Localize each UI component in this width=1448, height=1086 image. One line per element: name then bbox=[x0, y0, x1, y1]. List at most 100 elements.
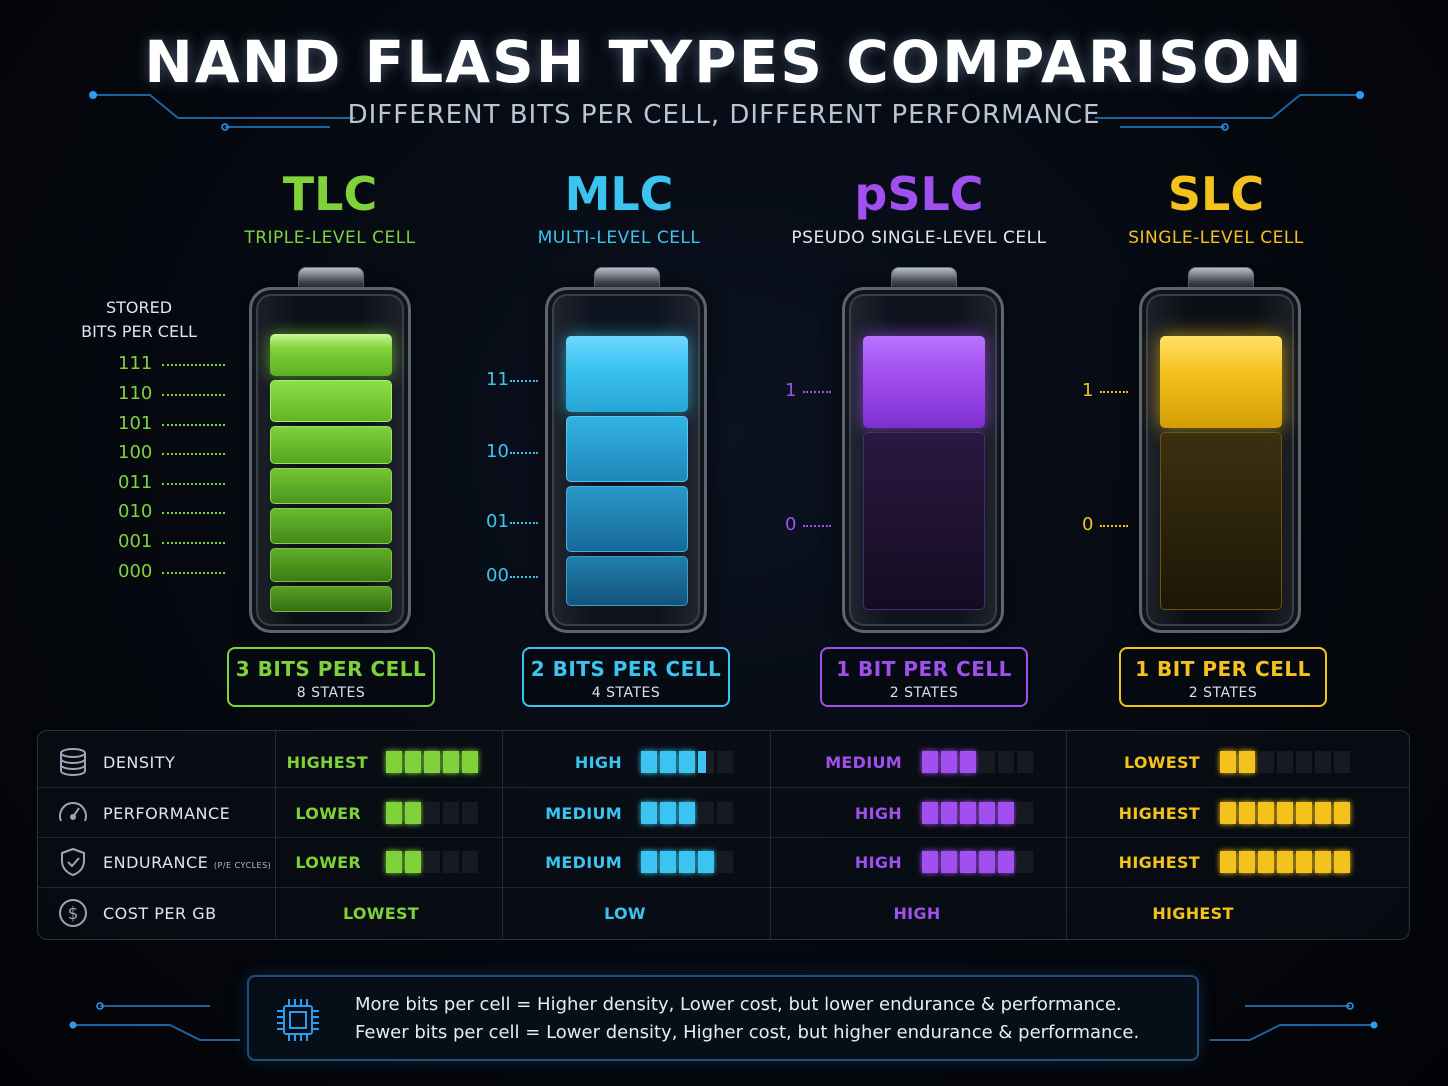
level-dots bbox=[162, 424, 225, 426]
level-dots bbox=[510, 452, 538, 454]
rating-bar-segment bbox=[1017, 802, 1033, 824]
rating-bars bbox=[641, 802, 736, 824]
note-line-2: Fewer bits per cell = Lower density, Hig… bbox=[355, 1022, 1140, 1043]
rating-bar-segment bbox=[679, 802, 695, 824]
tlc-performance-value: LOWER bbox=[295, 804, 361, 823]
tlc-level-label: 001 bbox=[118, 531, 153, 552]
tlc-level-label: 010 bbox=[118, 501, 153, 522]
rating-bars bbox=[1220, 751, 1353, 773]
level-dots bbox=[1100, 525, 1128, 527]
slc-level-label: 0 bbox=[1082, 514, 1094, 535]
rating-bar-segment bbox=[960, 802, 976, 824]
mlc-level-label: 01 bbox=[486, 511, 509, 532]
rating-bar-segment bbox=[405, 751, 421, 773]
rating-bar-segment bbox=[979, 851, 995, 873]
rating-bar-segment bbox=[462, 751, 478, 773]
tlc-bits-box: 3 BITS PER CELL 8 STATES bbox=[227, 647, 435, 707]
rating-bar-segment bbox=[1315, 751, 1331, 773]
mlc-bits-per-cell: 2 BITS PER CELL bbox=[530, 657, 722, 681]
rating-bar-segment bbox=[1258, 751, 1274, 773]
pslc-header: pSLC PSEUDO SINGLE-LEVEL CELL bbox=[759, 166, 1079, 248]
pslc-density-value: MEDIUM bbox=[825, 753, 902, 772]
rating-bar-segment bbox=[405, 802, 421, 824]
rating-bar-segment bbox=[1315, 802, 1331, 824]
rating-bar-segment bbox=[679, 851, 695, 873]
pslc-cell-segment bbox=[863, 336, 985, 428]
slc-battery bbox=[1139, 287, 1301, 633]
slc-bits-box: 1 BIT PER CELL 2 STATES bbox=[1119, 647, 1327, 707]
tlc-level-label: 110 bbox=[118, 383, 153, 404]
summary-note: More bits per cell = Higher density, Low… bbox=[247, 975, 1199, 1061]
rating-bars bbox=[922, 751, 1036, 773]
tlc-cell-segment bbox=[270, 334, 392, 376]
rating-bar-segment bbox=[998, 851, 1014, 873]
rating-bar-segment bbox=[641, 751, 657, 773]
rating-bar-segment bbox=[698, 802, 714, 824]
page-title: NAND FLASH TYPES COMPARISON bbox=[144, 28, 1304, 96]
rating-bar-segment bbox=[922, 802, 938, 824]
rating-bars bbox=[1220, 802, 1353, 824]
table-divider bbox=[275, 730, 276, 940]
level-dots bbox=[162, 453, 225, 455]
mlc-level-label: 10 bbox=[486, 441, 509, 462]
tlc-cell-segment bbox=[270, 426, 392, 464]
rating-bars bbox=[1220, 851, 1353, 873]
slc-endurance-value: HIGHEST bbox=[1118, 853, 1200, 872]
pslc-cost-value: HIGH bbox=[893, 904, 941, 923]
table-divider bbox=[38, 837, 1409, 838]
rating-bars bbox=[386, 802, 481, 824]
chip-icon bbox=[277, 999, 319, 1041]
rating-bar-segment bbox=[424, 751, 440, 773]
pslc-bits-per-cell: 1 BIT PER CELL bbox=[836, 657, 1012, 681]
rating-bar-segment bbox=[1239, 802, 1255, 824]
tlc-cell-segment bbox=[270, 468, 392, 504]
rating-bar-segment bbox=[960, 751, 976, 773]
speedometer-icon bbox=[59, 802, 87, 822]
stored-bits-label: STORED BITS PER CELL bbox=[81, 298, 197, 341]
rating-bar-segment bbox=[641, 851, 657, 873]
tlc-bits-per-cell: 3 BITS PER CELL bbox=[235, 657, 427, 681]
mlc-full-name: MULTI-LEVEL CELL bbox=[537, 228, 701, 248]
mlc-level-label: 11 bbox=[486, 369, 509, 390]
rating-bar-segment bbox=[1220, 802, 1236, 824]
rating-bar-segment bbox=[1277, 851, 1293, 873]
rating-bar-segment bbox=[698, 851, 714, 873]
tlc-cell-segment bbox=[270, 508, 392, 544]
rating-bar-segment bbox=[443, 802, 459, 824]
pslc-battery bbox=[842, 287, 1004, 633]
slc-density-value: LOWEST bbox=[1123, 753, 1200, 772]
rating-bar-segment bbox=[443, 751, 459, 773]
tlc-level-label: 011 bbox=[118, 472, 153, 493]
rating-bar-segment bbox=[717, 851, 733, 873]
slc-cell-segment bbox=[1160, 432, 1282, 610]
rating-bar-segment bbox=[462, 802, 478, 824]
rating-bar-segment bbox=[1258, 802, 1274, 824]
rating-bar-segment bbox=[462, 851, 478, 873]
level-dots bbox=[162, 394, 225, 396]
slc-cell-segment bbox=[1160, 336, 1282, 428]
rating-bar-segment bbox=[941, 802, 957, 824]
slc-header: SLC SINGLE-LEVEL CELL bbox=[1056, 166, 1376, 248]
rating-bars bbox=[641, 751, 736, 773]
rating-bar-segment bbox=[1296, 802, 1312, 824]
pslc-level-label: 1 bbox=[785, 380, 797, 401]
rating-bar-segment bbox=[998, 802, 1014, 824]
rating-bar-segment bbox=[1277, 802, 1293, 824]
level-dots bbox=[510, 380, 538, 382]
rating-bar-segment bbox=[979, 802, 995, 824]
rating-bar-segment bbox=[641, 802, 657, 824]
slc-abbr: SLC bbox=[1167, 167, 1265, 221]
tlc-states: 8 STATES bbox=[296, 685, 366, 701]
mlc-cell-segment bbox=[566, 556, 688, 606]
mlc-battery bbox=[545, 287, 707, 633]
tlc-level-label: 000 bbox=[118, 561, 153, 582]
mlc-endurance-value: MEDIUM bbox=[545, 853, 622, 872]
rating-bars bbox=[922, 851, 1036, 873]
mlc-level-label: 00 bbox=[486, 565, 509, 586]
pslc-full-name: PSEUDO SINGLE-LEVEL CELL bbox=[791, 228, 1047, 248]
tlc-level-label: 101 bbox=[118, 413, 153, 434]
mlc-cell-segment bbox=[566, 416, 688, 482]
tlc-cell-segment bbox=[270, 586, 392, 612]
pslc-abbr: pSLC bbox=[854, 167, 984, 221]
shield-check-icon bbox=[61, 847, 85, 877]
